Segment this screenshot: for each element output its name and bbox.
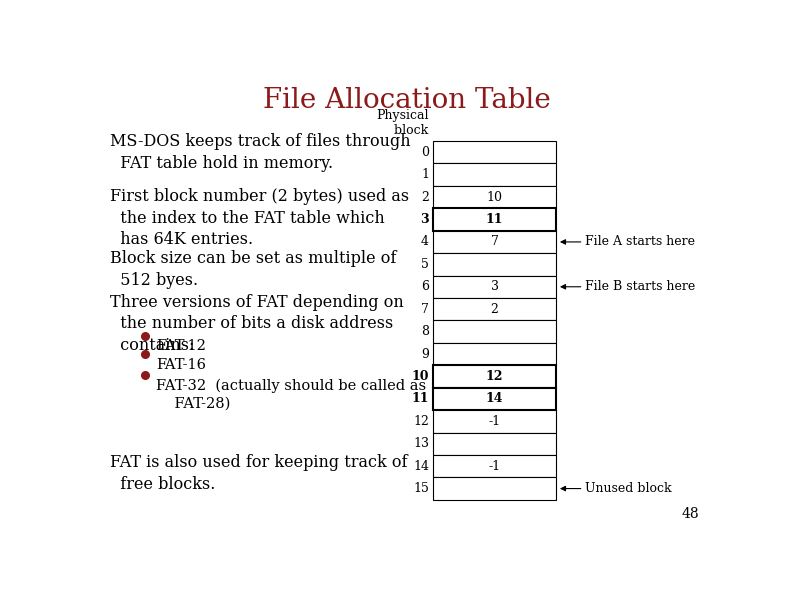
Bar [434, 253, 556, 275]
Text: Unused block: Unused block [585, 482, 672, 495]
Text: Three versions of FAT depending on
  the number of bits a disk address
  contain: Three versions of FAT depending on the n… [110, 293, 404, 353]
Text: -1: -1 [488, 415, 501, 428]
Text: 11: 11 [486, 213, 503, 226]
Text: 7: 7 [491, 236, 499, 249]
Text: 9: 9 [421, 347, 429, 361]
Text: Block size can be set as multiple of
  512 byes.: Block size can be set as multiple of 512… [110, 250, 397, 289]
Text: 14: 14 [486, 392, 503, 405]
Text: FAT-16: FAT-16 [156, 358, 206, 372]
Bar [434, 477, 556, 500]
Text: 11: 11 [411, 392, 429, 405]
Bar [434, 365, 556, 388]
Text: 7: 7 [421, 303, 429, 316]
Text: 8: 8 [421, 325, 429, 338]
Text: FAT-12: FAT-12 [156, 339, 206, 353]
Bar [434, 455, 556, 477]
Text: 14: 14 [413, 460, 429, 472]
Bar [434, 433, 556, 455]
Text: MS-DOS keeps track of files through
  FAT table hold in memory.: MS-DOS keeps track of files through FAT … [110, 133, 411, 172]
Text: FAT-32  (actually should be called as
    FAT-28): FAT-32 (actually should be called as FAT… [156, 378, 426, 411]
Text: 12: 12 [486, 370, 503, 383]
Text: 4: 4 [421, 236, 429, 249]
Bar [434, 208, 556, 231]
Bar [434, 320, 556, 343]
Text: 2: 2 [421, 190, 429, 203]
Bar [434, 410, 556, 433]
Bar [434, 231, 556, 253]
Text: FAT is also used for keeping track of
  free blocks.: FAT is also used for keeping track of fr… [110, 454, 408, 493]
Text: 6: 6 [421, 280, 429, 293]
Bar [434, 298, 556, 320]
Text: 15: 15 [413, 482, 429, 495]
Text: First block number (2 bytes) used as
  the index to the FAT table which
  has 64: First block number (2 bytes) used as the… [110, 188, 410, 248]
Text: 48: 48 [681, 508, 700, 521]
Text: 10: 10 [487, 190, 503, 203]
Text: File Allocation Table: File Allocation Table [263, 87, 551, 114]
Bar [434, 388, 556, 410]
Text: 12: 12 [413, 415, 429, 428]
Text: 3: 3 [491, 280, 499, 293]
Bar [434, 343, 556, 365]
Bar [434, 275, 556, 298]
Text: Physical
   block: Physical block [376, 109, 429, 137]
Text: 0: 0 [421, 146, 429, 159]
Text: 5: 5 [421, 258, 429, 271]
Bar [434, 164, 556, 186]
Text: File B starts here: File B starts here [585, 280, 696, 293]
Text: 10: 10 [411, 370, 429, 383]
Text: -1: -1 [488, 460, 501, 472]
Text: 1: 1 [421, 168, 429, 181]
Text: File A starts here: File A starts here [585, 236, 696, 249]
Text: 3: 3 [421, 213, 429, 226]
Text: 2: 2 [491, 303, 499, 316]
Text: 13: 13 [413, 437, 429, 450]
Bar [434, 186, 556, 208]
Bar [434, 141, 556, 164]
